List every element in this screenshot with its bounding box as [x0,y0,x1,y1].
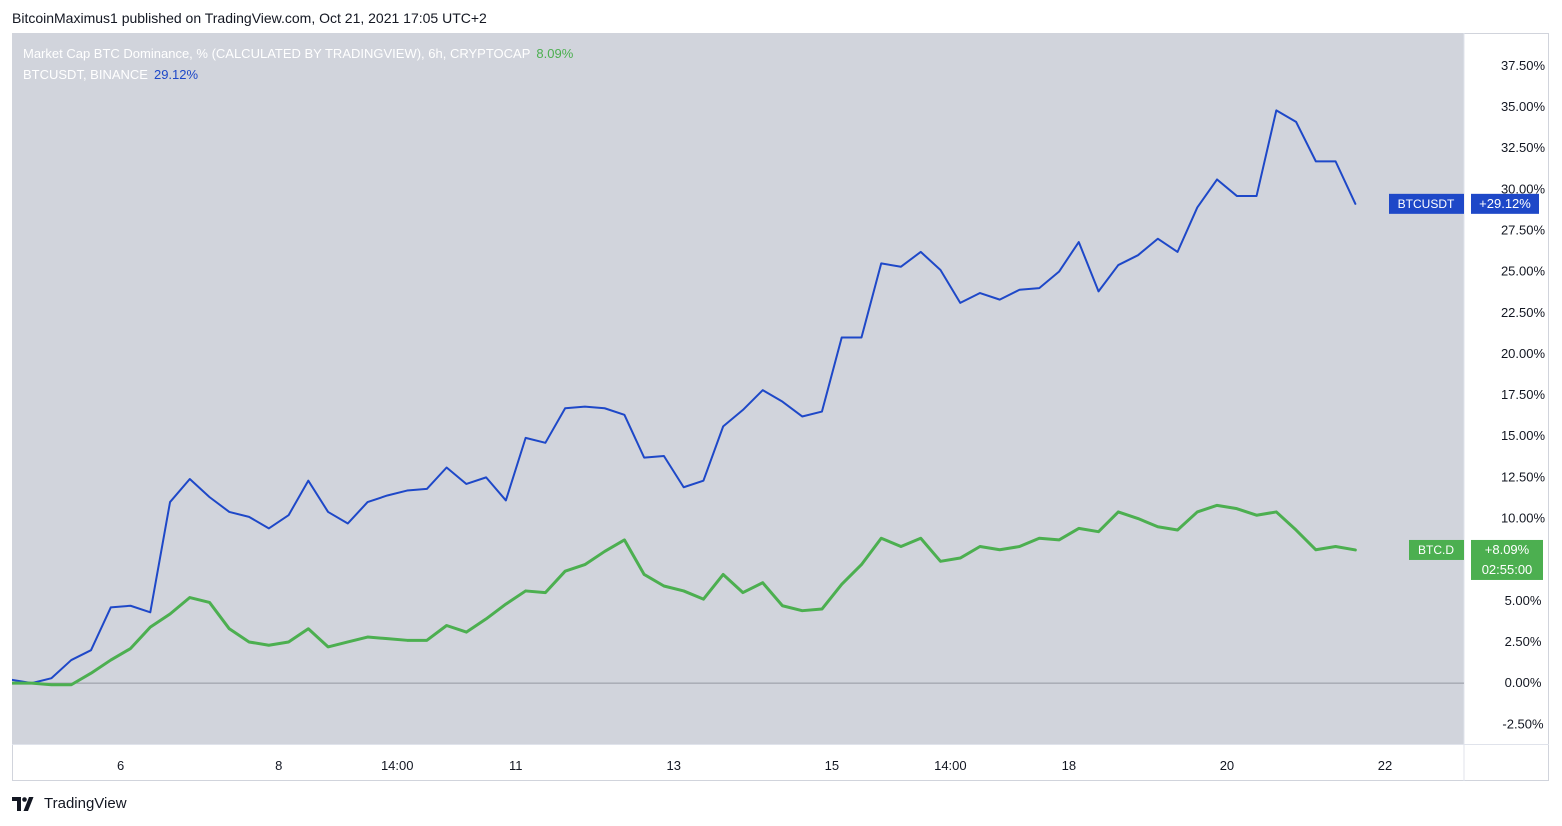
series-line-btcd[interactable] [12,503,1357,687]
btcd-name-tag[interactable] [1409,539,1464,560]
y-tick-label: -2.50% [1502,716,1544,731]
y-tick-label: 27.50% [1501,223,1546,238]
x-tick-label: 11 [509,758,523,773]
series-line-btcusdt[interactable] [12,109,1357,685]
legend-btcusdt[interactable]: BTCUSDT, BINANCE 29.12% [23,67,198,82]
y-tick-label: 17.50% [1501,387,1546,402]
y-tick-label: 22.50% [1501,305,1546,320]
legend-btcd-value: 8.09% [536,46,574,61]
y-tick-label: 25.00% [1501,264,1546,279]
y-tick-label: 15.00% [1501,428,1546,443]
tradingview-brand-label: TradingView [44,795,127,812]
legend-btcd-name: Market Cap BTC Dominance, % (CALCULATED … [23,46,531,61]
y-tick-label: 12.50% [1501,469,1546,484]
y-tick-label: 30.00% [1501,181,1546,196]
x-tick-label: 14:00 [934,758,967,773]
y-tick-label: 37.50% [1501,58,1546,73]
y-tick-label: 32.50% [1501,140,1546,155]
x-tick-label: 13 [667,758,681,773]
plot-area[interactable] [12,33,1464,744]
x-tick-label: 20 [1220,758,1234,773]
legend-btcusdt-name: BTCUSDT, BINANCE [23,67,148,82]
legend-btcusdt-value: 29.12% [153,67,199,82]
btcusdt-value-tag[interactable] [1471,193,1539,214]
tradingview-brand[interactable]: TradingView [12,795,127,812]
x-tick-label: 18 [1062,758,1076,773]
btcusdt-value-tag-text: +29.12% [1479,196,1531,211]
y-tick-label: 10.00% [1501,511,1546,526]
btcd-name-tag-text: BTC.D [1418,543,1454,557]
y-tick-label: 2.50% [1505,634,1542,649]
chart[interactable]: 37.50% 35.00% 32.50% 30.00% 27.50% 25.00% 22.5… [12,33,1549,781]
btcd-value-tag-text: +8.09% [1485,542,1530,557]
tradingview-logo-icon [12,796,34,811]
y-tick-label: 5.00% [1505,593,1542,608]
btcusdt-name-tag[interactable] [1389,193,1464,214]
y-tick-label: 0.00% [1505,675,1542,690]
x-tick-label: 14:00 [381,758,414,773]
x-tick-label: 6 [117,758,124,773]
btcusdt-name-tag-text: BTCUSDT [1398,197,1455,211]
legend-btcd[interactable]: Market Cap BTC Dominance, % (CALCULATED … [23,46,573,61]
y-tick-label: 35.00% [1501,99,1546,114]
x-tick-label: 8 [275,758,282,773]
published-info: BitcoinMaximus1 published on TradingView… [12,10,487,26]
x-tick-label: 22 [1378,758,1392,773]
btcd-value-tag[interactable] [1471,539,1543,580]
y-tick-label: 20.00% [1501,346,1546,361]
x-tick-label: 15 [825,758,839,773]
btcd-countdown-text: 02:55:00 [1482,562,1533,577]
